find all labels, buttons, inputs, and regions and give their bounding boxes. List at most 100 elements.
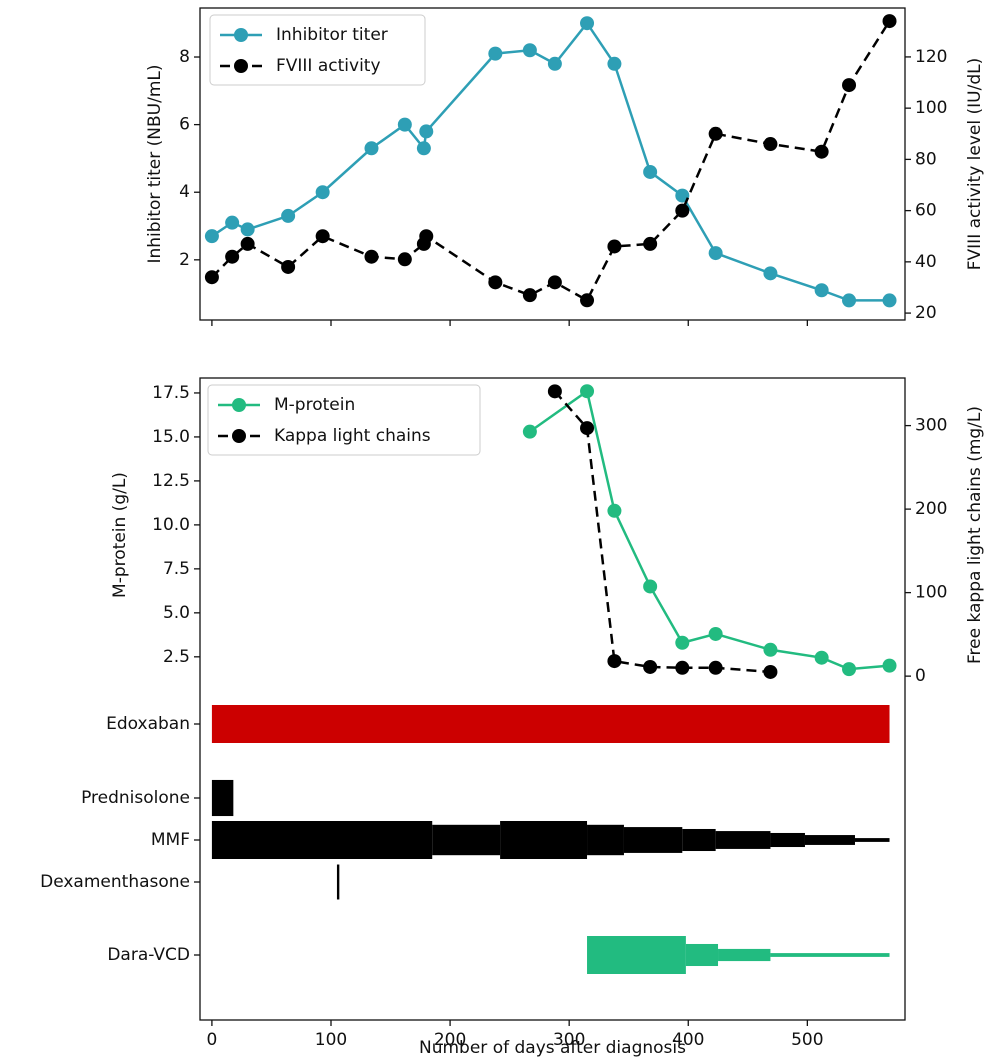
legend: M-protein Kappa light chains	[207, 384, 481, 456]
series-marker	[607, 654, 622, 669]
series-marker	[488, 275, 503, 290]
y-tick-label: 5.0	[163, 603, 190, 623]
y2-tick-label: 200	[915, 499, 947, 519]
y2-tick-label: 100	[915, 583, 947, 603]
legend: Inhibitor titer FVIII activity	[209, 14, 426, 86]
series-marker	[763, 642, 778, 657]
y-tick-label: 17.5	[152, 383, 190, 403]
y-tick-label: 8	[179, 47, 190, 67]
treatment-bar	[623, 827, 683, 853]
treatment-bar	[211, 821, 433, 859]
series-marker	[547, 56, 562, 71]
treatment-bar	[770, 832, 805, 848]
treatment-bar	[336, 864, 340, 900]
x-tick-label: 200	[434, 1030, 466, 1050]
plot-frame	[199, 377, 906, 1021]
series-marker	[607, 503, 622, 518]
category-label: Dexamenthasone	[40, 872, 190, 892]
legend-marker	[234, 59, 248, 73]
x-tick-label: 400	[672, 1030, 704, 1050]
y2-tick-label: 20	[915, 303, 937, 323]
series-marker	[675, 188, 690, 203]
legend-label: FVIII activity	[276, 56, 381, 76]
series-marker	[842, 78, 857, 93]
y-tick-label: 4	[179, 182, 190, 202]
legend-label: Inhibitor titer	[276, 25, 388, 45]
series-marker	[814, 283, 829, 298]
legend-marker	[232, 429, 246, 443]
series-marker	[607, 56, 622, 71]
series-marker	[675, 660, 690, 675]
series-marker	[882, 293, 897, 308]
y2-axis-label: FVIII activity level (IU/dL)	[965, 58, 985, 270]
series-marker	[522, 424, 537, 439]
y-tick-label: 2.5	[163, 647, 190, 667]
treatment-bar	[211, 705, 890, 743]
series-marker	[281, 208, 296, 223]
legend-label: M-protein	[274, 395, 355, 415]
y2-tick-label: 80	[915, 149, 937, 169]
series-marker	[315, 185, 330, 200]
series-marker	[580, 293, 595, 308]
series-marker	[675, 203, 690, 218]
series-marker	[842, 293, 857, 308]
treatment-bar	[854, 838, 890, 842]
treatment-bar	[770, 953, 890, 957]
category-label: Edoxaban	[106, 714, 190, 734]
y-tick-label: 10.0	[152, 515, 190, 535]
x-tick-label: 0	[206, 1030, 217, 1050]
treatment-bar	[211, 779, 234, 817]
series-marker	[708, 246, 723, 261]
series-marker	[842, 662, 857, 677]
y-tick-label: 15.0	[152, 427, 190, 447]
series-marker	[708, 626, 723, 641]
x-tick-label: 500	[791, 1030, 823, 1050]
series-marker	[204, 270, 219, 285]
x-tick-label: 300	[553, 1030, 585, 1050]
series-marker	[763, 137, 778, 152]
series-marker	[607, 239, 622, 254]
treatment-bar	[587, 936, 686, 974]
y-tick-label: 6	[179, 115, 190, 135]
series-marker	[547, 384, 562, 399]
treatment-bar	[432, 824, 501, 856]
legend-label: Kappa light chains	[274, 426, 431, 446]
category-label: Dara-VCD	[107, 945, 190, 965]
series-marker	[315, 229, 330, 244]
series-marker	[281, 259, 296, 274]
series-marker	[643, 659, 658, 674]
y-axis-label: Inhibitor titer (NBU/mL)	[145, 64, 165, 263]
series-marker	[522, 43, 537, 58]
series-marker	[419, 229, 434, 244]
series-marker	[708, 660, 723, 675]
series-marker	[364, 141, 379, 156]
series-marker	[643, 164, 658, 179]
series-marker	[488, 46, 503, 61]
y-axis-label: M-protein (g/L)	[110, 472, 130, 598]
category-label: MMF	[151, 830, 190, 850]
y-tick-label: 12.5	[152, 471, 190, 491]
series-marker	[204, 229, 219, 244]
series-marker	[397, 117, 412, 132]
y2-tick-label: 100	[915, 98, 947, 118]
y-tick-label: 7.5	[163, 559, 190, 579]
series-marker	[522, 288, 537, 303]
series-marker	[240, 236, 255, 251]
y2-tick-label: 40	[915, 252, 937, 272]
series-marker	[882, 658, 897, 673]
treatment-bar	[804, 835, 855, 845]
treatment-bar	[500, 821, 588, 859]
y2-axis-label: Free kappa light chains (mg/L)	[965, 406, 985, 664]
x-tick-label: 100	[315, 1030, 347, 1050]
series-marker	[675, 635, 690, 650]
y2-tick-label: 300	[915, 416, 947, 436]
series-marker	[225, 249, 240, 264]
series-line	[211, 20, 891, 302]
series-marker	[240, 222, 255, 237]
y-tick-label: 2	[179, 250, 190, 270]
series-marker	[416, 141, 431, 156]
series-marker	[763, 266, 778, 281]
legend-marker	[234, 28, 248, 42]
